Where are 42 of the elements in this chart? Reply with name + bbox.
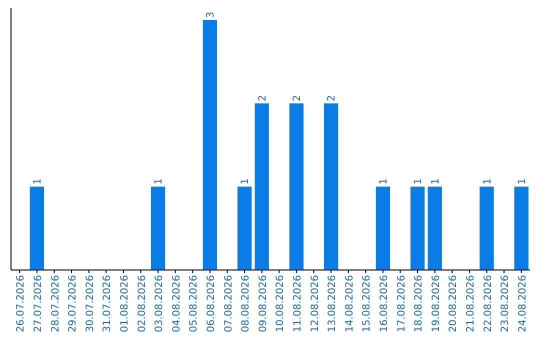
x-tick-label: 10.08.2026 bbox=[275, 275, 286, 332]
x-tick-label: 06.08.2026 bbox=[206, 275, 217, 332]
x-tick-label: 12.08.2026 bbox=[310, 275, 321, 332]
data-label: 1 bbox=[482, 178, 494, 185]
x-tick-label: 17.08.2026 bbox=[396, 275, 408, 332]
x-tick-label: 13.08.2026 bbox=[327, 275, 338, 332]
x-tick-label: 23.08.2026 bbox=[500, 275, 512, 332]
x-tick-label: 21.08.2026 bbox=[465, 275, 476, 332]
x-tick-label: 15.08.2026 bbox=[362, 275, 373, 332]
data-label: 2 bbox=[292, 94, 303, 102]
x-tick-label: 01.08.2026 bbox=[119, 275, 130, 332]
x-tick-label: 20.08.2026 bbox=[448, 275, 460, 332]
data-label: 3 bbox=[205, 12, 216, 18]
x-tick-label: 05.08.2026 bbox=[188, 275, 200, 332]
x-tick-label: 19.08.2026 bbox=[430, 275, 442, 332]
x-tick-label: 02.08.2026 bbox=[136, 275, 148, 332]
x-tick-label: 27.07.2026 bbox=[32, 275, 44, 332]
x-tick-label: 03.08.2026 bbox=[154, 275, 166, 332]
data-label: 1 bbox=[378, 178, 390, 185]
x-tick-label: 11.08.2026 bbox=[292, 275, 304, 332]
data-label: 1 bbox=[516, 178, 528, 185]
x-tick-label: 07.08.2026 bbox=[223, 275, 234, 332]
x-tick-label: 29.07.2026 bbox=[68, 275, 79, 332]
x-tick-label: 16.08.2026 bbox=[378, 275, 390, 332]
data-label: 1 bbox=[32, 178, 44, 185]
x-tick-label: 18.08.2026 bbox=[414, 275, 425, 332]
x-tick-label: 30.07.2026 bbox=[84, 275, 96, 332]
data-label: 1 bbox=[240, 178, 252, 185]
data-label: 1 bbox=[430, 178, 442, 185]
data-label: 1 bbox=[154, 178, 165, 185]
x-tick-label: 24.08.2026 bbox=[517, 275, 528, 332]
x-tick-label: 31.07.2026 bbox=[102, 275, 114, 332]
data-label: 1 bbox=[413, 178, 424, 185]
x-tick-label: 22.08.2026 bbox=[482, 275, 494, 332]
data-label: 2 bbox=[257, 94, 268, 102]
data-label: 2 bbox=[326, 94, 338, 102]
x-tick-label: 14.08.2026 bbox=[344, 275, 356, 332]
x-tick-label: 04.08.2026 bbox=[171, 275, 182, 332]
x-tick-label: 26.07.2026 bbox=[16, 275, 27, 332]
x-tick-label: 08.08.2026 bbox=[240, 275, 252, 332]
x-tick-label: 09.08.2026 bbox=[258, 275, 269, 332]
x-tick-label: 28.07.2026 bbox=[50, 275, 62, 332]
